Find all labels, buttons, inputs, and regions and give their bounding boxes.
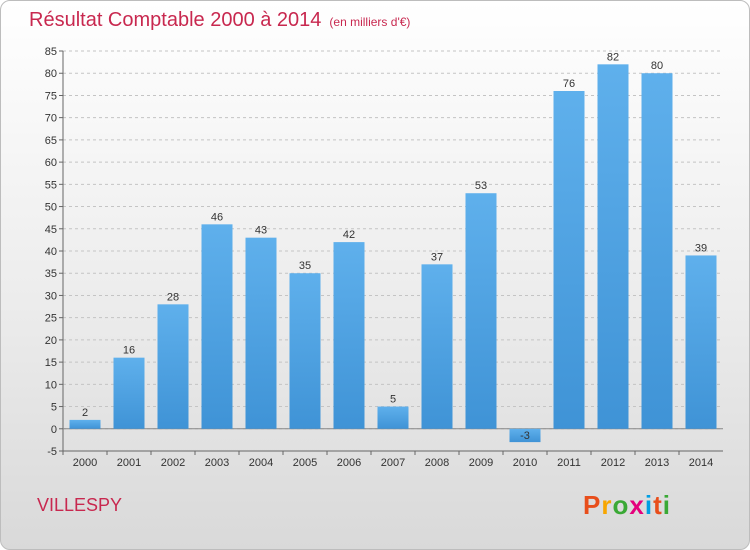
y-tick-label: 0 bbox=[51, 424, 57, 436]
x-tick-label: 2001 bbox=[117, 457, 141, 469]
y-tick-label: 80 bbox=[45, 68, 57, 80]
logo-letter: r bbox=[601, 490, 613, 520]
data-label: 82 bbox=[607, 51, 619, 63]
bar bbox=[597, 64, 629, 429]
y-tick-label: -5 bbox=[47, 446, 57, 458]
data-label: -3 bbox=[520, 430, 530, 442]
x-tick-label: 2007 bbox=[381, 457, 405, 469]
bar bbox=[377, 406, 409, 429]
y-tick-label: 35 bbox=[45, 268, 57, 280]
data-label: 5 bbox=[390, 394, 396, 406]
data-label: 42 bbox=[343, 229, 355, 241]
logo-letter: i bbox=[662, 490, 671, 520]
data-label: 80 bbox=[651, 60, 663, 72]
y-tick-label: 45 bbox=[45, 224, 57, 236]
x-tick-label: 2010 bbox=[513, 457, 537, 469]
y-tick-label: 25 bbox=[45, 313, 57, 325]
logo-letter: t bbox=[653, 490, 663, 520]
y-tick-label: 85 bbox=[45, 46, 57, 58]
bar bbox=[333, 242, 365, 429]
y-tick-label: 75 bbox=[45, 90, 57, 102]
data-label: 39 bbox=[695, 242, 707, 254]
logo-letter: i bbox=[644, 490, 654, 520]
x-tick-label: 2006 bbox=[337, 457, 361, 469]
proxiti-logo: Proxiti bbox=[583, 490, 671, 521]
y-tick-label: 60 bbox=[45, 157, 57, 169]
y-tick-label: 30 bbox=[45, 290, 57, 302]
bar bbox=[289, 273, 321, 429]
y-tick-label: 70 bbox=[45, 113, 57, 125]
bar bbox=[245, 237, 277, 429]
data-label: 28 bbox=[167, 291, 179, 303]
data-label: 53 bbox=[475, 180, 487, 192]
chart-unit: (en milliers d'€) bbox=[329, 15, 411, 29]
data-label: 43 bbox=[255, 225, 267, 237]
x-tick-label: 2014 bbox=[689, 457, 713, 469]
y-tick-label: 50 bbox=[45, 202, 57, 214]
bar bbox=[509, 428, 541, 443]
logo-letter: o bbox=[612, 490, 630, 520]
x-tick-label: 2002 bbox=[161, 457, 185, 469]
x-tick-label: 2011 bbox=[557, 457, 581, 469]
y-tick-label: 65 bbox=[45, 135, 57, 147]
data-label: 16 bbox=[123, 345, 135, 357]
x-tick-label: 2013 bbox=[645, 457, 669, 469]
bar bbox=[69, 419, 101, 429]
chart-title: Résultat Comptable 2000 à 2014 bbox=[29, 9, 322, 31]
y-tick-label: 55 bbox=[45, 179, 57, 191]
x-tick-label: 2009 bbox=[469, 457, 493, 469]
y-tick-label: 5 bbox=[51, 402, 57, 414]
y-tick-label: 20 bbox=[45, 335, 57, 347]
data-label: 76 bbox=[563, 78, 575, 90]
bar bbox=[685, 255, 717, 429]
data-label: 37 bbox=[431, 251, 443, 263]
x-tick-label: 2008 bbox=[425, 457, 449, 469]
bar bbox=[421, 264, 453, 429]
data-label: 46 bbox=[211, 211, 223, 223]
logo-letter: P bbox=[583, 490, 602, 520]
bar bbox=[157, 304, 189, 429]
x-tick-label: 2005 bbox=[293, 457, 317, 469]
y-tick-label: 10 bbox=[45, 379, 57, 391]
logo-letter: x bbox=[629, 490, 645, 520]
bar bbox=[465, 193, 497, 429]
x-tick-label: 2012 bbox=[601, 457, 625, 469]
data-label: 2 bbox=[82, 407, 88, 419]
x-tick-label: 2004 bbox=[249, 457, 273, 469]
y-tick-label: 40 bbox=[45, 246, 57, 258]
x-tick-label: 2000 bbox=[73, 457, 97, 469]
bar bbox=[553, 91, 585, 429]
bar bbox=[641, 73, 673, 429]
place-name: VILLESPY bbox=[37, 495, 123, 515]
y-tick-label: 15 bbox=[45, 357, 57, 369]
chart-title-block: Résultat Comptable 2000 à 2014 (en millie… bbox=[29, 9, 410, 32]
bar bbox=[113, 357, 145, 429]
x-tick-label: 2003 bbox=[205, 457, 229, 469]
bar bbox=[201, 224, 233, 429]
data-label: 35 bbox=[299, 260, 311, 272]
